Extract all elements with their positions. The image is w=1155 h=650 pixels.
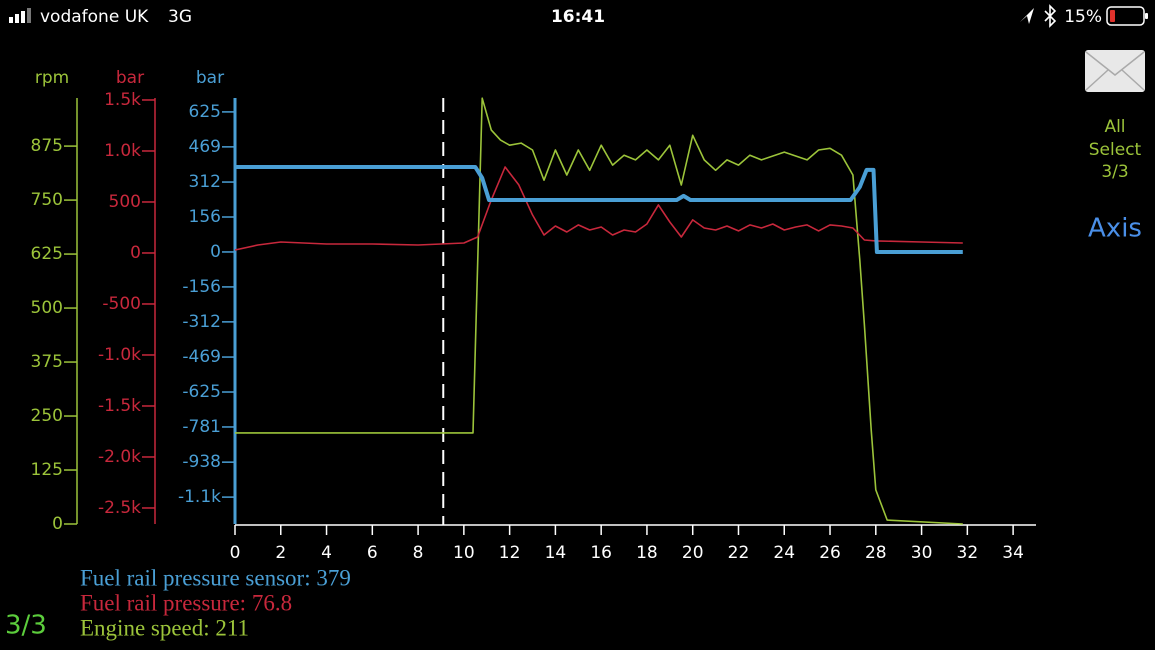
y-tick-label: 0 (130, 243, 141, 263)
x-tick-label: 22 (728, 543, 750, 563)
x-tick-label: 24 (773, 543, 795, 563)
bluetooth-icon (1044, 4, 1057, 28)
selection-text[interactable]: 3/3 (1101, 162, 1128, 182)
mail-button[interactable] (1085, 50, 1145, 92)
readout: Engine speed: 211 (80, 615, 249, 640)
y-tick-label: -500 (102, 294, 141, 314)
x-tick-label: 2 (275, 543, 286, 563)
page-indicator: 3/3 (5, 611, 47, 641)
y-tick-label: -469 (182, 347, 221, 367)
battery-icon (1106, 6, 1148, 26)
y-tick-label: 750 (31, 190, 63, 210)
signal (9, 8, 31, 23)
y-tick-label: 500 (31, 298, 63, 318)
x-tick-label: 26 (819, 543, 841, 563)
y-tick-label: -625 (182, 382, 221, 402)
y-tick-label: 250 (31, 406, 63, 426)
clock: 16:41 (551, 7, 605, 27)
y-tick-label: 375 (31, 352, 63, 372)
y-tick-label: 469 (189, 137, 221, 157)
x-tick-label: 14 (545, 543, 567, 563)
chart: 0 2 4 6 8 10 12 14 16 18 20 22 24 26 28 30 32 34rpm012525… (31, 68, 1036, 640)
axis-unit: bar (196, 68, 224, 88)
x-tick-label: 28 (865, 543, 887, 563)
x-tick-label: 34 (1002, 543, 1024, 563)
y-tick-label: 156 (189, 207, 221, 227)
y-tick-label: -781 (182, 417, 221, 437)
x-tick-label: 20 (682, 543, 704, 563)
readout: Fuel rail pressure: 76.8 (80, 590, 292, 615)
x-tick-label: 6 (367, 543, 378, 563)
y-tick-label: 625 (31, 244, 63, 264)
y-tick-label: -1.1k (178, 487, 221, 507)
y-tick-label: 312 (189, 172, 221, 192)
x-tick-label: 32 (957, 543, 979, 563)
y-tick-label: 0 (52, 514, 63, 534)
x-tick-label: 12 (499, 543, 521, 563)
y-tick-label: 500 (109, 192, 141, 212)
y-tick-label: -156 (182, 277, 221, 297)
axis-unit: bar (116, 68, 144, 88)
y-tick-label: -312 (182, 312, 221, 332)
y-tick-label: 1.0k (104, 141, 141, 161)
axis-button[interactable]: Axis (1088, 214, 1142, 244)
y-tick-label: 875 (31, 136, 63, 156)
selection-text[interactable]: Select (1089, 140, 1142, 160)
battery-text: 15% (1064, 7, 1102, 27)
y-tick-label: -1.5k (98, 396, 141, 416)
readout: Fuel rail pressure sensor: 379 (80, 565, 351, 590)
y-tick-label: -938 (182, 452, 221, 472)
x-tick-label: 30 (911, 543, 933, 563)
network: 3G (168, 7, 192, 27)
selection-text[interactable]: All (1104, 117, 1125, 137)
carrier: vodafone UK (40, 7, 149, 27)
x-tick-label: 4 (321, 543, 332, 563)
x-tick-label: 8 (413, 543, 424, 563)
y-tick-label: -2.5k (98, 498, 141, 518)
axis-unit: rpm (35, 68, 69, 88)
y-tick-label: -2.0k (98, 447, 141, 467)
series-line (234, 166, 963, 251)
x-tick-label: 16 (590, 543, 612, 563)
series-line (235, 165, 963, 254)
location-icon (1020, 8, 1034, 24)
x-tick-label: 18 (636, 543, 658, 563)
y-tick-label: 125 (31, 460, 63, 480)
y-tick-label: 0 (210, 242, 221, 262)
x-tick-label: 0 (230, 543, 241, 563)
y-tick-label: -1.0k (98, 345, 141, 365)
y-tick-label: 1.5k (104, 90, 141, 110)
x-tick-label: 10 (453, 543, 475, 563)
series-line (235, 97, 963, 525)
y-tick-label: 625 (189, 102, 221, 122)
